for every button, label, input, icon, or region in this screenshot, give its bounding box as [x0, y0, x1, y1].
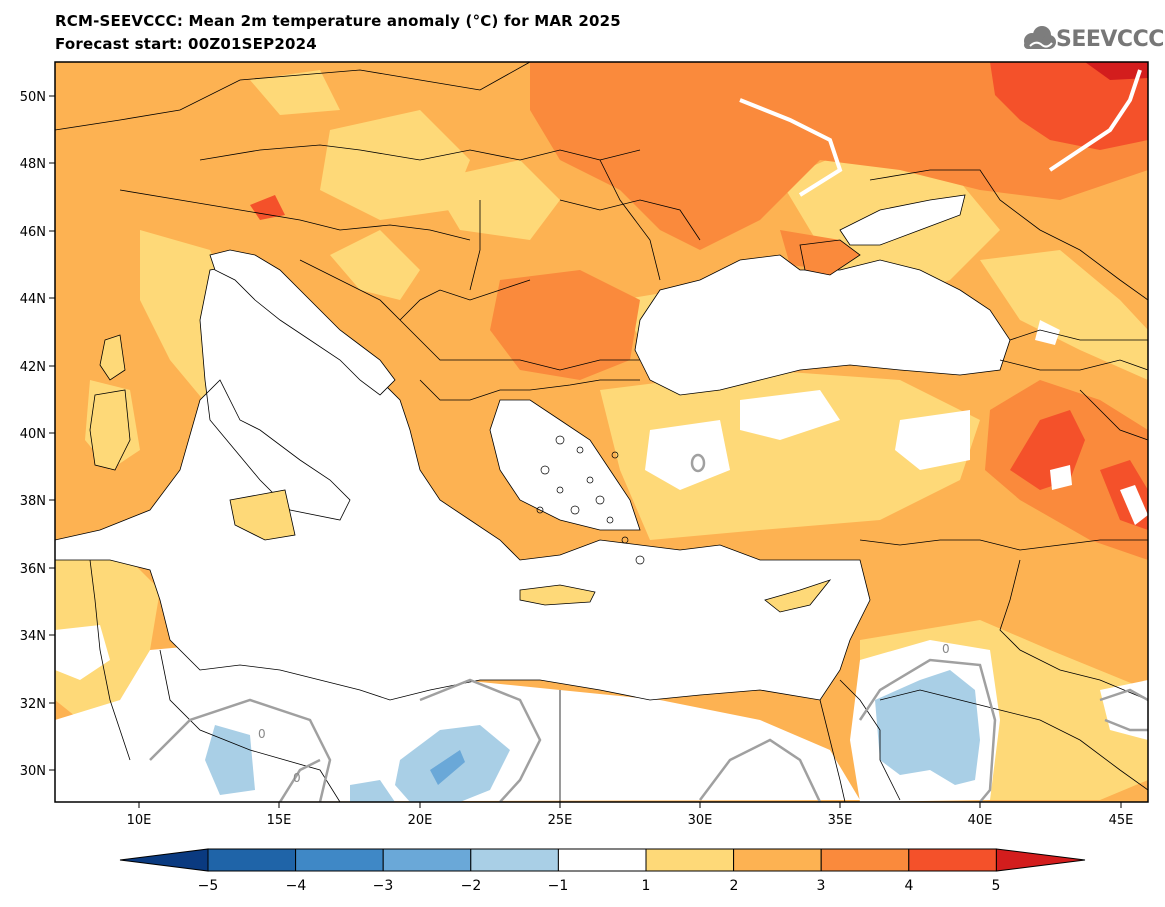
svg-text:0: 0	[293, 771, 301, 785]
colorbar-label: −2	[461, 878, 482, 894]
x-tick-label: 45E	[1109, 813, 1134, 828]
svg-text:0: 0	[942, 642, 950, 656]
y-tick-label: 48N	[20, 157, 46, 172]
y-tick-label: 46N	[20, 225, 46, 240]
y-tick-label: 38N	[20, 494, 46, 509]
colorbar-bin	[645, 848, 735, 872]
colorbar-bin	[733, 848, 822, 872]
colorbar-label: −4	[286, 878, 307, 894]
islands	[89, 334, 832, 613]
colorbar-bin	[557, 848, 647, 872]
country-borders	[55, 62, 1148, 802]
rivers	[739, 69, 1142, 197]
colorbar-max-arrow	[995, 848, 1086, 872]
x-axis: 10E 15E 20E 25E 30E 35E 40E 45E	[127, 802, 1134, 828]
x-tick-label: 10E	[127, 813, 152, 828]
y-tick-label: 34N	[20, 629, 46, 644]
colorbar-bin	[382, 848, 472, 872]
y-tick-label: 42N	[20, 360, 46, 375]
colorbar-labels: −5 −4 −3 −2 −1 1 2 3 4 5	[198, 878, 1001, 894]
colorbar-label: 3	[817, 878, 826, 894]
x-tick-label: 20E	[408, 813, 433, 828]
y-tick-label: 50N	[20, 90, 46, 105]
colorbar	[119, 848, 1086, 872]
svg-text:0: 0	[258, 727, 266, 741]
x-tick-label: 40E	[968, 813, 993, 828]
aegean-islands	[536, 435, 645, 565]
forecast-start: Forecast start: 00Z01SEP2024	[55, 35, 317, 53]
logo-text: SEEVCCC	[1056, 27, 1164, 52]
y-tick-label: 36N	[20, 562, 46, 577]
colorbar-label: 4	[905, 878, 914, 894]
colorbar-label: 2	[730, 878, 739, 894]
colorbar-bin	[295, 848, 384, 872]
x-tick-label: 35E	[828, 813, 853, 828]
seevccc-logo	[1024, 26, 1056, 49]
y-tick-label: 44N	[20, 292, 46, 307]
zero-contours	[149, 453, 1148, 802]
x-tick-label: 25E	[548, 813, 573, 828]
azov-sea	[839, 194, 966, 246]
colorbar-bin	[820, 848, 910, 872]
zero-contour-labels: 0 0 0	[258, 642, 950, 785]
y-tick-label: 32N	[20, 697, 46, 712]
colorbar-label: 1	[642, 878, 651, 894]
colorbar-min-arrow	[119, 848, 209, 872]
crimea	[799, 239, 861, 276]
colorbar-bin	[908, 848, 997, 872]
mediterranean-sea	[55, 249, 871, 701]
colorbar-label: 5	[992, 878, 1001, 894]
colorbar-label: −1	[548, 878, 569, 894]
y-tick-label: 40N	[20, 427, 46, 442]
colorbar-bin	[207, 848, 297, 872]
x-tick-label: 15E	[267, 813, 292, 828]
map-title: RCM-SEEVCCC: Mean 2m temperature anomaly…	[55, 12, 621, 30]
colorbar-label: −3	[373, 878, 394, 894]
map-frame	[54, 61, 1149, 803]
x-tick-label: 30E	[688, 813, 713, 828]
colorbar-bin	[470, 848, 559, 872]
colorbar-label: −5	[198, 878, 219, 894]
y-tick-label: 30N	[20, 764, 46, 779]
y-axis: 50N 48N 46N 44N 42N 40N 38N 36N 34N 32N …	[20, 90, 55, 779]
